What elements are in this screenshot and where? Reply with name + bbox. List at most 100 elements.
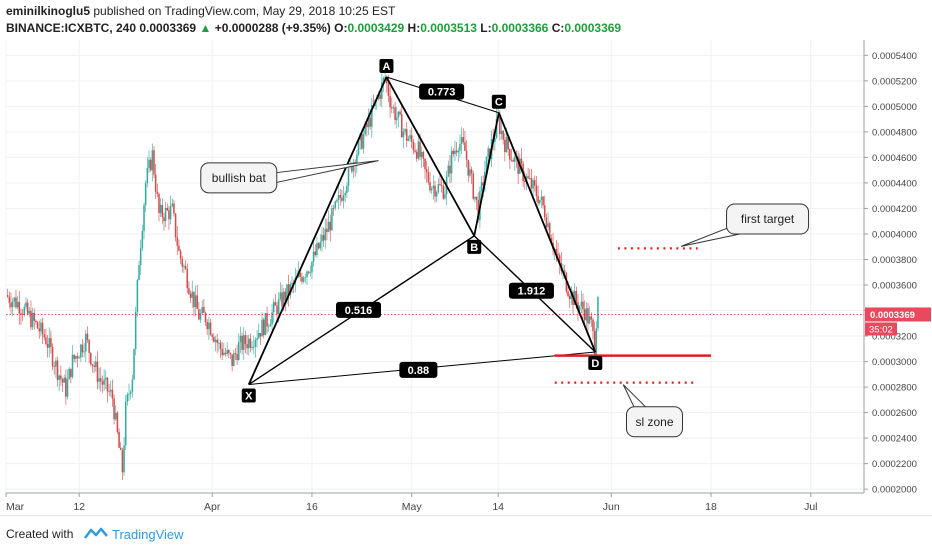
candle-body <box>464 142 466 151</box>
candle-body <box>307 271 310 273</box>
candle-body <box>129 391 132 394</box>
candle-body <box>267 326 270 328</box>
candle-body <box>420 151 423 157</box>
candle-body <box>188 288 190 294</box>
candle-body <box>568 296 571 300</box>
candle-body <box>169 206 172 220</box>
candle-body <box>287 284 290 296</box>
callout-box <box>625 406 683 438</box>
x-tick-label: 12 <box>73 501 85 513</box>
ratio-tag <box>508 282 554 299</box>
ratio-tag <box>419 83 465 100</box>
candle-body <box>344 193 347 196</box>
candle-body <box>575 290 578 303</box>
candle-body <box>159 204 162 214</box>
pattern-line-ab <box>385 76 476 237</box>
y-tick-label: 0.0002200 <box>872 459 917 470</box>
candle-body <box>18 301 21 314</box>
candle-body <box>144 183 147 206</box>
candle-body <box>527 176 529 179</box>
candle-body <box>179 250 182 259</box>
x-tick-label: 18 <box>705 501 717 513</box>
candle-body <box>134 311 137 350</box>
candle-body <box>262 319 265 336</box>
point-label: A <box>382 61 390 73</box>
candle-body <box>271 312 273 325</box>
candle-body <box>351 163 353 172</box>
candle-body <box>80 344 82 358</box>
y-tick-label: 0.0005400 <box>872 51 917 62</box>
candle-body <box>204 312 207 323</box>
candle-body <box>91 364 94 366</box>
candle-body <box>108 391 110 393</box>
candle-body <box>272 302 275 313</box>
candle-body <box>429 182 431 191</box>
close-label: C: <box>551 21 565 35</box>
y-tick-label: 0.0005200 <box>872 76 917 87</box>
candle-body <box>121 449 124 473</box>
candle-body <box>410 135 413 142</box>
callout-box <box>726 203 810 235</box>
candle-body <box>587 308 589 324</box>
symbol-label[interactable]: BINANCE:ICXBTC, 240 <box>6 21 137 35</box>
candle-body <box>538 199 541 204</box>
candle-body <box>347 165 350 186</box>
candle-body <box>65 377 67 397</box>
candle-body <box>362 134 365 149</box>
price-chart[interactable]: 0.0002000 0.0002200 0.0002400 0.0002600 0.00… <box>0 40 932 515</box>
candle-body <box>545 217 548 228</box>
candle-body <box>366 123 368 128</box>
pattern-line-bc <box>473 112 500 237</box>
candle-body <box>474 196 476 199</box>
publish-info: eminilkinoglu5 published on TradingView.… <box>6 4 395 18</box>
point-tag <box>467 239 482 254</box>
candle-body <box>269 324 272 327</box>
candle-body <box>520 158 523 164</box>
candle-body <box>455 150 458 153</box>
high-value: 0.0003513 <box>420 21 477 35</box>
candle-body <box>208 322 210 330</box>
candle-body <box>158 193 160 214</box>
candle-body <box>149 159 152 171</box>
candle-body <box>389 95 391 108</box>
candle-body <box>184 266 187 269</box>
candle-body <box>480 182 483 192</box>
candle-body <box>257 333 260 339</box>
candle-body <box>231 354 233 366</box>
candle-body <box>570 291 573 300</box>
candle-body <box>236 353 238 360</box>
candle-body <box>452 150 455 155</box>
point-tag <box>491 94 506 109</box>
candle-body <box>475 196 478 200</box>
candle-body <box>547 223 549 228</box>
candle-body <box>11 301 14 308</box>
candle-body <box>419 141 421 157</box>
candle-body <box>138 265 140 281</box>
candle-body <box>116 412 119 432</box>
candle-body <box>417 141 420 159</box>
countdown-tag <box>865 322 897 336</box>
candle-body <box>380 82 383 99</box>
candle-body <box>104 377 107 380</box>
candle-body <box>41 322 44 335</box>
candle-body <box>444 194 446 199</box>
y-tick-label: 0.0004200 <box>872 204 917 215</box>
candle-body <box>168 210 170 220</box>
candle-body <box>15 297 17 308</box>
author-link[interactable]: eminilkinoglu5 <box>6 4 91 18</box>
candle-body <box>523 181 526 182</box>
current-price-label: 0.0003369 <box>870 310 915 321</box>
candle-body <box>405 129 408 141</box>
candle-body <box>390 107 393 109</box>
candle-body <box>457 150 460 153</box>
candle-body <box>13 297 16 302</box>
candle-body <box>71 354 74 378</box>
candle-body <box>301 277 303 282</box>
point-tag <box>379 59 394 74</box>
candle-body <box>226 350 228 354</box>
tradingview-brand-link[interactable]: TradingView <box>112 527 184 542</box>
candle-body <box>397 111 400 118</box>
candle-body <box>206 322 208 330</box>
candle-body <box>311 261 313 273</box>
candle-body <box>364 123 366 135</box>
